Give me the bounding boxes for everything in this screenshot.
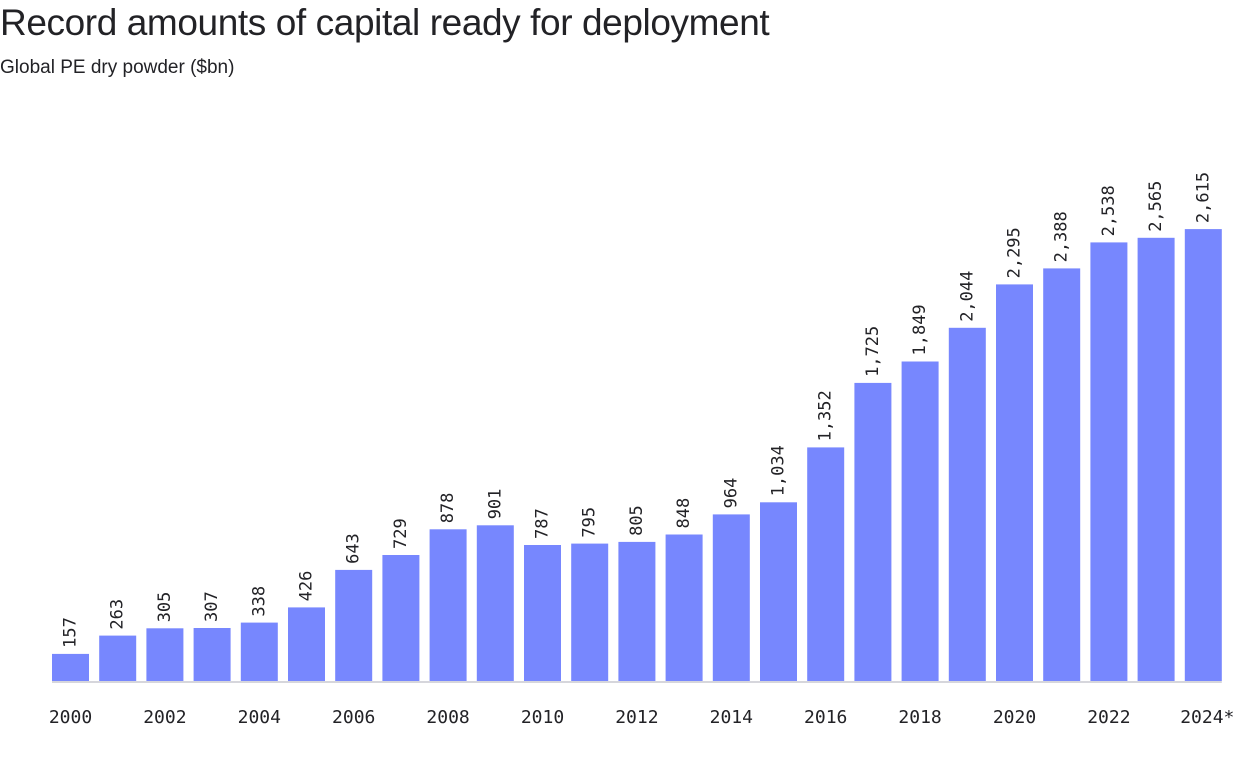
bar-2024* xyxy=(1184,229,1222,681)
value-label-2004: 338 xyxy=(249,586,269,617)
bar-2013 xyxy=(665,534,703,681)
bars-group xyxy=(52,229,1222,682)
x-tick-label-2024: 2024* xyxy=(1180,707,1234,728)
x-tick-label-2012: 2012 xyxy=(615,707,658,728)
value-label-2017: 1,725 xyxy=(863,326,883,377)
value-label-2019: 2,044 xyxy=(957,271,977,322)
x-tick-label-2000: 2000 xyxy=(49,707,92,728)
bar-2022 xyxy=(1090,242,1128,681)
value-label-2015: 1,034 xyxy=(769,445,789,496)
x-tick-label-2014: 2014 xyxy=(710,707,753,728)
bar-2020 xyxy=(996,284,1033,681)
bar-2003 xyxy=(193,628,231,681)
x-tick-label-2020: 2020 xyxy=(993,707,1036,728)
value-label-2000: 157 xyxy=(61,617,81,648)
value-label-2022: 2,538 xyxy=(1099,185,1119,236)
chart-subtitle: Global PE dry powder ($bn) xyxy=(0,57,235,78)
bar-2004 xyxy=(240,622,278,681)
bar-2019 xyxy=(948,327,986,681)
value-label-2020: 2,295 xyxy=(1005,227,1025,278)
bar-2011 xyxy=(571,543,609,681)
x-tick-label-2018: 2018 xyxy=(898,707,941,728)
bar-2018 xyxy=(901,361,939,681)
value-label-2001: 263 xyxy=(108,599,128,630)
value-label-2002: 305 xyxy=(155,592,175,623)
value-label-2014: 964 xyxy=(721,478,741,509)
value-label-2007: 729 xyxy=(391,518,411,549)
value-label-2010: 787 xyxy=(533,508,553,539)
value-label-2006: 643 xyxy=(344,533,364,564)
bar-2008 xyxy=(429,529,467,681)
value-label-2023: 2,565 xyxy=(1146,181,1166,232)
x-tick-label-2022: 2022 xyxy=(1087,707,1130,728)
value-label-2003: 307 xyxy=(202,591,222,622)
value-label-2018: 1,849 xyxy=(910,304,930,355)
value-label-2013: 848 xyxy=(674,498,694,529)
value-label-2024*: 2,615 xyxy=(1193,172,1213,223)
bar-2001 xyxy=(99,635,137,681)
bar-2014 xyxy=(712,514,750,681)
value-label-2011: 795 xyxy=(580,507,600,538)
value-label-2008: 878 xyxy=(438,493,458,524)
bar-2012 xyxy=(618,541,656,681)
x-tick-label-2004: 2004 xyxy=(238,707,281,728)
value-labels-group: 157 263 305 307 338 426 643 729 878 901 787 795 805 8… xyxy=(61,172,1214,648)
value-label-2016: 1,352 xyxy=(816,390,836,441)
x-tick-label-2008: 2008 xyxy=(426,707,469,728)
value-label-2005: 426 xyxy=(297,571,317,602)
bar-2006 xyxy=(335,569,373,681)
x-tick-label-2006: 2006 xyxy=(332,707,375,728)
value-label-2021: 2,388 xyxy=(1052,211,1072,262)
bar-2010 xyxy=(524,545,561,681)
value-label-2009: 901 xyxy=(485,489,505,520)
x-tick-label-2002: 2002 xyxy=(143,707,186,728)
bar-2021 xyxy=(1043,268,1081,681)
x-tick-labels-group: 2000 2002 2004 2006 2008 2010 2012 2014 2016 2018… xyxy=(49,707,1235,728)
bar-2007 xyxy=(382,555,420,681)
x-tick-label-2016: 2016 xyxy=(804,707,847,728)
bar-2016 xyxy=(807,447,845,681)
bar-2005 xyxy=(288,607,325,681)
bar-2017 xyxy=(854,382,892,681)
bar-2015 xyxy=(760,502,797,681)
chart-title: Record amounts of capital ready for depl… xyxy=(0,2,770,43)
value-label-2012: 805 xyxy=(627,505,647,536)
bar-2009 xyxy=(476,525,514,681)
bar-2000 xyxy=(52,653,89,681)
bar-2002 xyxy=(146,628,184,681)
bar-2023 xyxy=(1137,237,1175,682)
x-tick-label-2010: 2010 xyxy=(521,707,564,728)
